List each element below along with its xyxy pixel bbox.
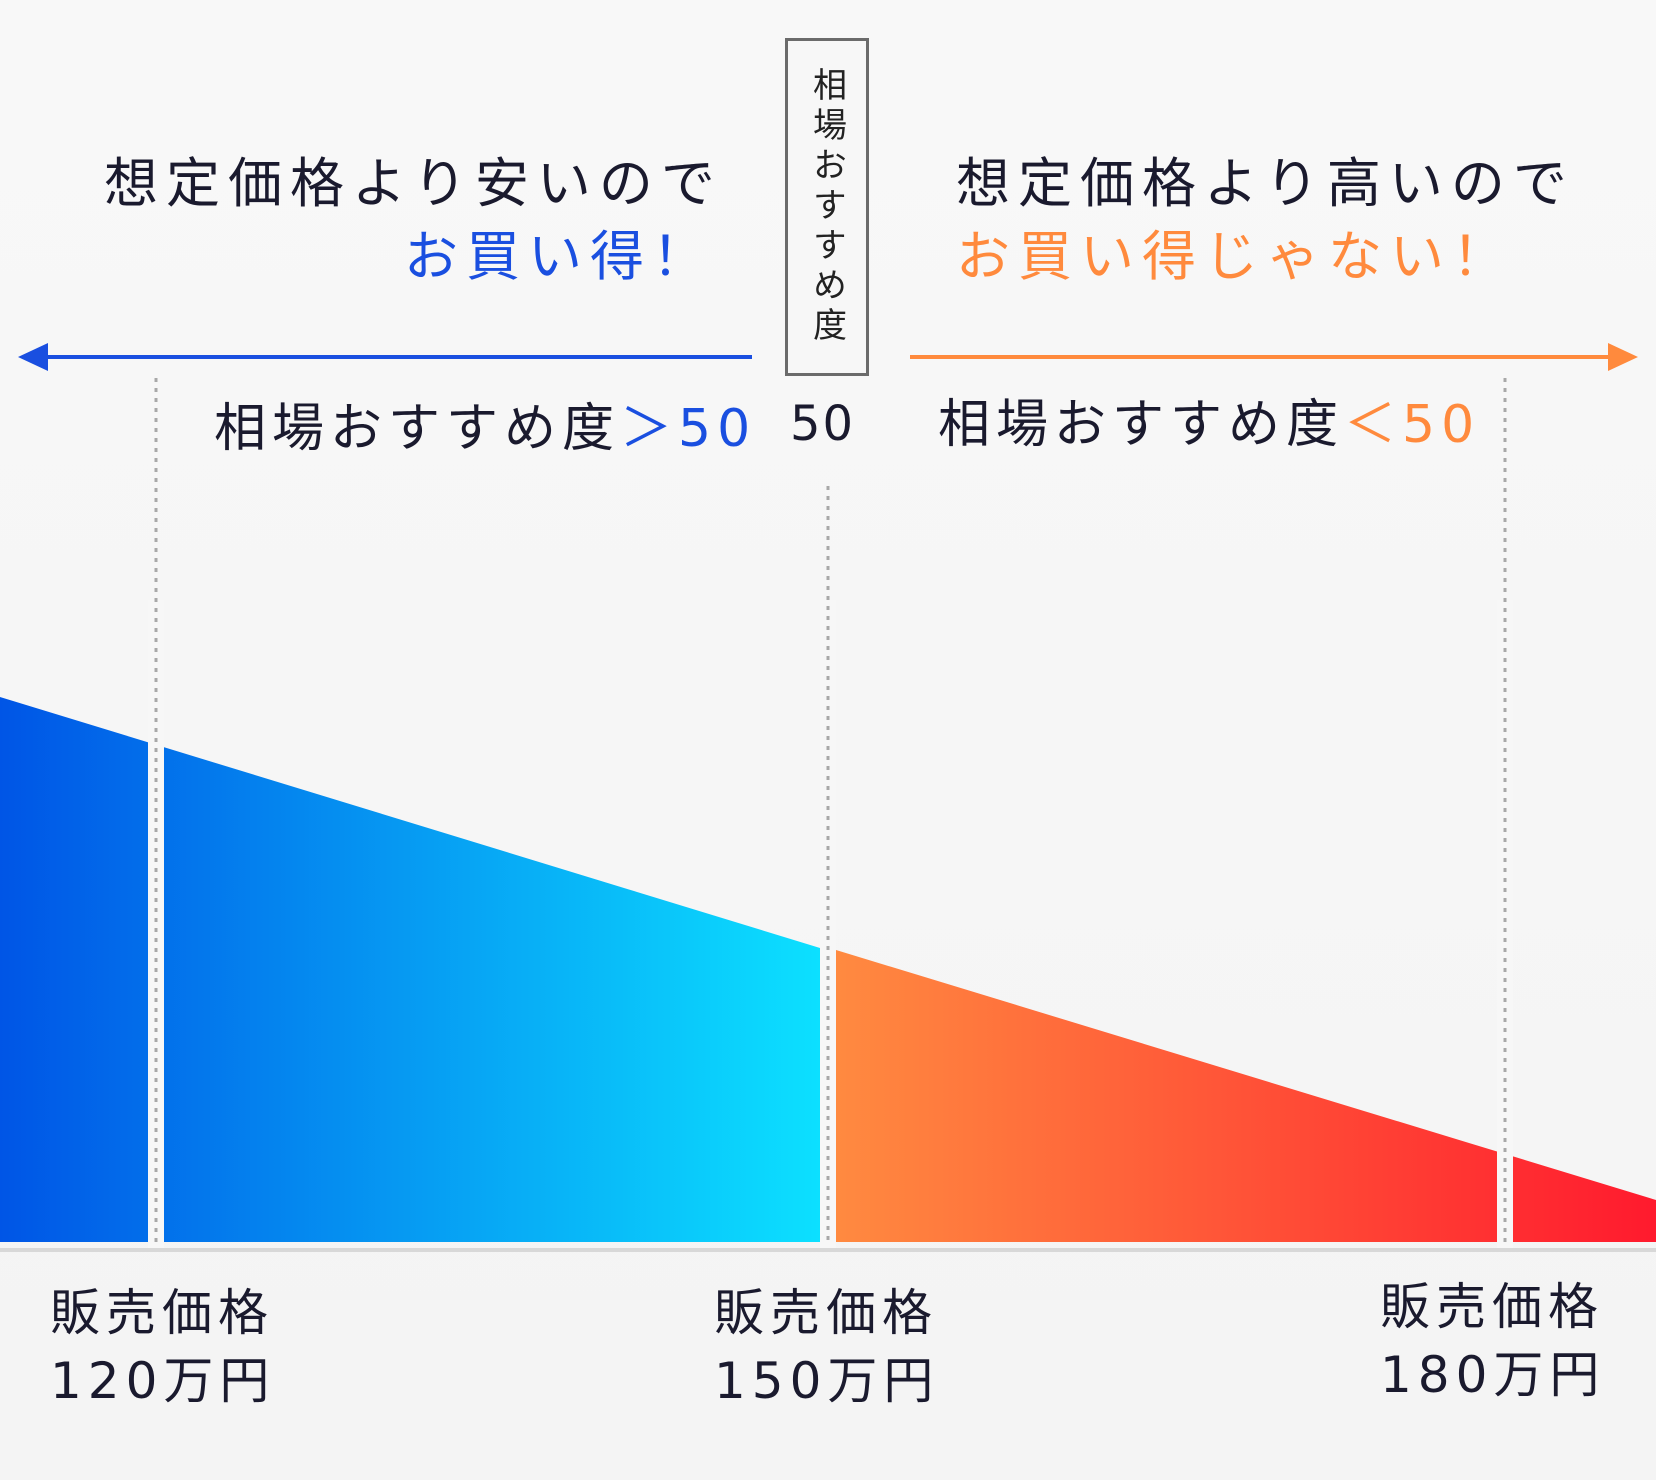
gap-120 [148, 600, 164, 1250]
gap-180 [1497, 600, 1513, 1250]
price-marker-180: 販売価格 180万円 [1380, 1274, 1605, 1409]
area-red [836, 950, 1656, 1242]
right-condition: 相場おすすめ度＜50 [938, 382, 1480, 457]
center-label-box: 相場おすすめ度 [785, 38, 869, 376]
area-blue [0, 697, 820, 1242]
price-marker-label: 販売価格 [714, 1284, 938, 1342]
left-condition-suffix: ＞50 [620, 399, 757, 459]
left-condition: 相場おすすめ度＞50 [214, 386, 756, 461]
left-condition-prefix: 相場おすすめ度 [214, 399, 621, 459]
right-condition-suffix: ＜50 [1344, 395, 1481, 455]
right-heading: 想定価格より高いので お買い得じゃない！ [956, 148, 1636, 294]
gap-150 [820, 600, 836, 1250]
right-heading-line1: 想定価格より高いので [956, 152, 1575, 215]
left-heading-line1: 想定価格より安いので [104, 152, 723, 215]
price-marker-150: 販売価格 150万円 [714, 1280, 939, 1415]
left-arrow [18, 343, 752, 371]
price-marker-120: 販売価格 120万円 [50, 1280, 275, 1415]
left-heading-line2: お買い得！ [404, 224, 714, 288]
center-value: 50 [790, 396, 856, 452]
price-marker-value: 150万円 [714, 1351, 940, 1410]
price-marker-value: 180万円 [1380, 1345, 1606, 1404]
price-marker-value: 120万円 [50, 1351, 276, 1410]
center-label-text: 相場おすすめ度 [806, 67, 847, 347]
price-marker-label: 販売価格 [50, 1284, 274, 1342]
right-arrow [910, 343, 1638, 371]
left-heading: 想定価格より安いので お買い得！ [104, 148, 724, 294]
right-condition-prefix: 相場おすすめ度 [938, 395, 1345, 455]
baseline [0, 1248, 1656, 1252]
price-marker-label: 販売価格 [1380, 1278, 1604, 1336]
right-heading-line2: お買い得じゃない！ [956, 224, 1514, 288]
